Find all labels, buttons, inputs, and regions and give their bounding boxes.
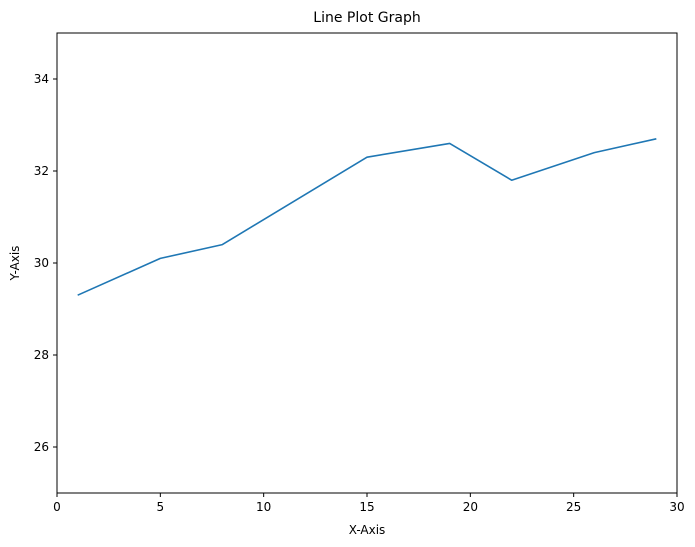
x-tick-label: 30 <box>669 500 684 514</box>
x-tick-label: 20 <box>463 500 478 514</box>
x-tick-label: 15 <box>359 500 374 514</box>
x-tick-label: 0 <box>53 500 61 514</box>
y-tick-label: 30 <box>34 256 49 270</box>
y-tick-label: 32 <box>34 164 49 178</box>
x-tick-label: 5 <box>157 500 165 514</box>
y-axis-ticks: 26 28 30 32 34 <box>34 72 57 454</box>
series-line <box>77 138 657 296</box>
y-tick-label: 26 <box>34 440 49 454</box>
x-axis-ticks: 0 5 10 15 20 25 30 <box>53 493 685 514</box>
y-axis-label: Y-Axis <box>8 246 22 282</box>
axes-frame <box>56 32 678 494</box>
chart-title: Line Plot Graph <box>313 10 420 26</box>
y-tick-label: 28 <box>34 348 49 362</box>
x-axis-label: X-Axis <box>349 523 386 537</box>
plot-area <box>77 138 657 296</box>
y-tick-label: 34 <box>34 72 49 86</box>
x-tick-label: 25 <box>566 500 581 514</box>
x-tick-label: 10 <box>256 500 271 514</box>
